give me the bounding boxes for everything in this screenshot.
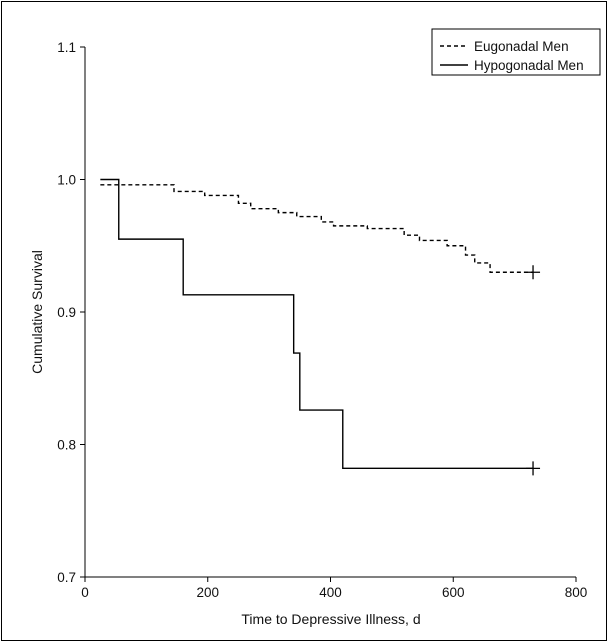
- y-tick-label: 0.8: [57, 438, 76, 453]
- x-tick-label: 600: [442, 585, 465, 600]
- x-axis-label: Time to Depressive Illness, d: [241, 611, 420, 627]
- x-tick-label: 400: [319, 585, 342, 600]
- legend-box: [431, 28, 601, 76]
- y-axis-label: Cumulative Survival: [29, 250, 45, 374]
- series-line-hypogonadal: [100, 178, 534, 470]
- y-tick-label: 1.0: [57, 173, 76, 188]
- y-tick-label: 0.9: [57, 305, 76, 320]
- ticks: 0 200 400 600 800 0.7 0.8 0.9 1.0 1.1: [57, 40, 587, 600]
- censor-mark: [526, 265, 541, 280]
- axes: [84, 47, 576, 578]
- legend: Eugonadal Men Hypogonadal Men: [431, 28, 601, 76]
- y-tick-label: 1.1: [57, 40, 76, 55]
- x-tick-label: 800: [565, 585, 588, 600]
- x-tick-label: 0: [81, 585, 89, 600]
- series-group: [100, 178, 541, 476]
- legend-label-eugonadal: Eugonadal Men: [474, 39, 569, 54]
- series-line-eugonadal: [100, 184, 534, 273]
- censor-mark: [526, 461, 541, 476]
- x-tick-label: 200: [196, 585, 219, 600]
- y-tick-label: 0.7: [57, 570, 76, 585]
- legend-label-hypogonadal: Hypogonadal Men: [474, 58, 584, 73]
